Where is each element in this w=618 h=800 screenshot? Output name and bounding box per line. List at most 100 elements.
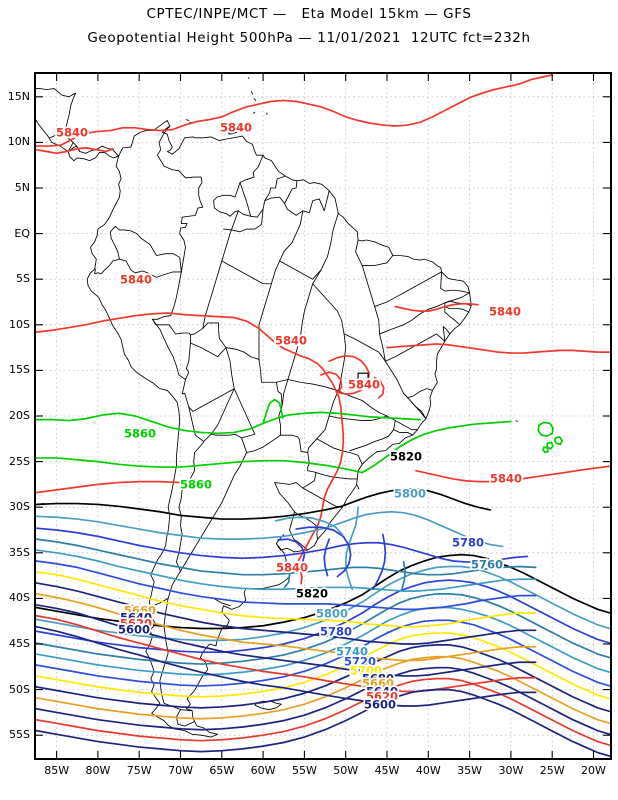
coastline-path: [252, 111, 256, 114]
contour-5860: [542, 446, 549, 454]
contour-label-halo: 5840: [120, 273, 152, 287]
coastline-path: [202, 210, 239, 329]
contour-label: 5860: [180, 478, 212, 492]
coastline-path: [228, 131, 238, 135]
contour-label: 5620: [366, 690, 398, 704]
contour-5860: [36, 411, 421, 435]
contour-5840: [296, 561, 303, 585]
contour-label-halo: 5640: [366, 685, 398, 699]
contour-label: 5800: [394, 487, 426, 501]
gridlines: [36, 74, 610, 758]
y-tick-label: 25S: [9, 454, 30, 468]
contour-label: 5640: [366, 685, 398, 699]
map-plot-area: 5840 5840 5840 5840 5840 5840 5840 5840 5840 5840…: [34, 72, 612, 760]
contour-5840: [36, 74, 554, 147]
contour-label-halo: 5840: [56, 126, 88, 140]
contour-label: 5600: [118, 623, 150, 637]
contour-label-halo: 5840: [348, 378, 380, 392]
coastline-path: [361, 255, 394, 266]
contour-5640: [36, 666, 610, 736]
page-title: CPTEC/INPE/MCT — Eta Model 15km — GFS: [146, 6, 472, 22]
y-tick-label: 50S: [9, 682, 30, 696]
contour-label-halo: 5860: [124, 427, 156, 441]
coastline-path: [213, 597, 231, 607]
coastline-path: [67, 145, 120, 162]
coastline-path: [411, 401, 427, 420]
y-tick-label: 15N: [7, 89, 30, 103]
y-tick-label: 10S: [9, 317, 30, 331]
x-tick-label: 70W: [168, 764, 193, 777]
coastline-path: [316, 438, 363, 465]
contour-5600: [36, 625, 537, 707]
coastline-path: [94, 258, 182, 278]
coastline-path: [442, 326, 451, 342]
x-tick-label: 55W: [291, 764, 317, 777]
coastline-path: [221, 260, 272, 285]
contour-label-halo: 5760: [471, 558, 503, 572]
x-tick-label: 50W: [333, 764, 359, 777]
contour-5680: [36, 582, 537, 645]
contour-5840: [320, 371, 343, 394]
contour-label: 5740: [336, 645, 368, 659]
y-tick-label: 5S: [16, 272, 30, 286]
contour-label-halo: 5860: [180, 478, 212, 492]
x-tick-label: 85W: [44, 764, 70, 777]
contour-label: 5760: [471, 558, 503, 572]
contour-5700: [36, 571, 537, 628]
contour-5840: [373, 376, 385, 399]
contour-5840: [36, 480, 182, 494]
coastline-path: [36, 88, 77, 136]
x-tick-label: 30W: [498, 764, 524, 777]
coastline-path: [515, 420, 518, 422]
contour-label: 5840: [220, 121, 252, 135]
contour-5840: [36, 312, 345, 563]
contour-5860: [36, 457, 364, 474]
contour-label-halo: 5780: [452, 536, 484, 550]
contour-label: 5840: [120, 273, 152, 287]
contour-layer: [36, 74, 610, 758]
contour-label-halo: 5600: [118, 623, 150, 637]
y-tick-label: 30S: [9, 500, 30, 514]
coastline-path: [258, 210, 304, 360]
y-tick-label: 20S: [9, 409, 30, 422]
coastline-path: [175, 709, 195, 727]
coastline-path: [266, 112, 268, 115]
x-tick-label: 40W: [415, 764, 441, 777]
axis-ticks: [36, 74, 610, 758]
contour-5760: [278, 561, 291, 589]
coastline-path: [403, 388, 433, 399]
contour-5720: [36, 619, 610, 687]
chart-subtitle: Geopotential Height 500hPa — 11/01/2021 …: [87, 30, 531, 46]
contour-5740: [36, 549, 537, 592]
contour-label: 5600: [364, 698, 396, 712]
contour-5840: [386, 343, 610, 354]
coastline-path: [253, 98, 257, 101]
contour-label-halo: 5700: [350, 664, 382, 678]
y-tick-label: 35S: [9, 545, 30, 559]
coastline-path: [444, 302, 461, 326]
contour-label: 5820: [296, 587, 328, 601]
coastline-path: [251, 90, 253, 95]
contour-5800: [274, 516, 344, 536]
contour-label: 5640: [120, 611, 152, 625]
x-tick-label: 80W: [85, 764, 111, 777]
coastline-path: [109, 225, 182, 273]
coastline-path: [181, 334, 281, 453]
contour-5800: [344, 506, 359, 591]
contour-5760: [401, 561, 407, 591]
contour-5840: [36, 147, 114, 155]
contour-label: 5840: [275, 334, 307, 348]
coastline-path: [86, 120, 472, 738]
contour-label-halo: 5740: [336, 645, 368, 659]
coastline-path: [159, 452, 248, 712]
contour-5640: [36, 603, 537, 677]
x-tick-label: 35W: [457, 764, 483, 777]
contour-label: 5780: [320, 625, 352, 639]
chart-header: CPTEC/INPE/MCT — Eta Model 15km — GFS Ge…: [0, 0, 618, 46]
coastline-path: [349, 420, 396, 452]
contour-label-halo: 5600: [364, 698, 396, 712]
contour-label: 5660: [362, 677, 394, 691]
contour-5780: [295, 526, 352, 578]
contour-label: 5720: [344, 655, 376, 669]
